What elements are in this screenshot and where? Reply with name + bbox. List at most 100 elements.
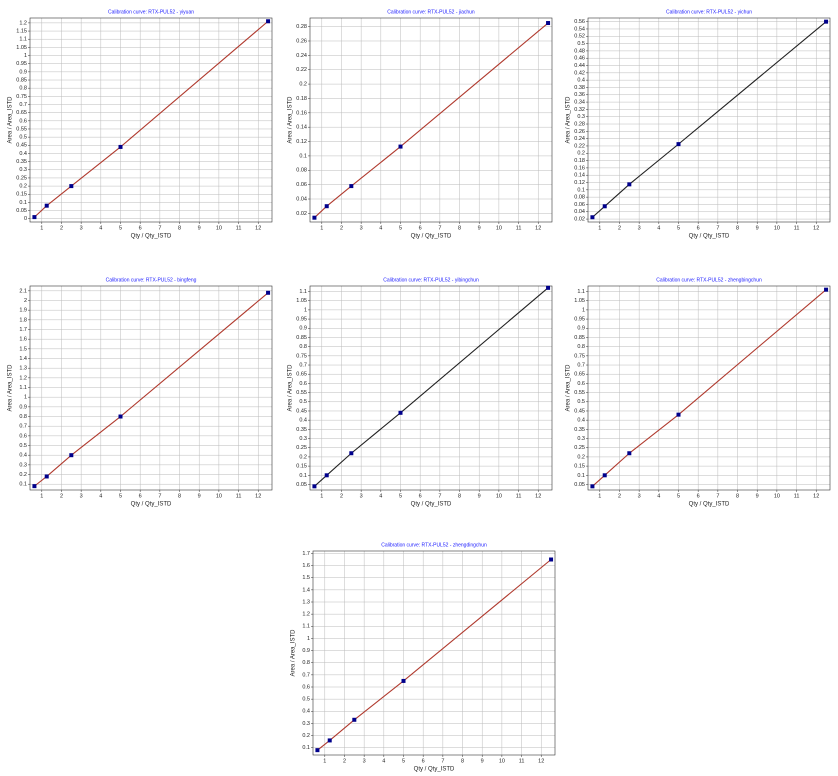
y-tick-label: 0.14 [296, 125, 307, 131]
y-tick-label: 0.08 [296, 168, 307, 174]
y-tick-label: 0.7 [19, 102, 27, 108]
y-tick-label: 0.35 [574, 427, 585, 433]
y-tick-label: 1.3 [19, 366, 27, 372]
y-tick-label: 0.2 [299, 454, 307, 460]
y-tick-label: 0.28 [574, 121, 585, 127]
y-tick-label: 1.2 [19, 20, 27, 26]
x-tick-label: 2 [60, 225, 63, 231]
y-tick-label: 0.1 [19, 482, 27, 488]
y-tick-label: 0.02 [574, 217, 585, 223]
x-tick-label: 10 [499, 758, 505, 764]
x-tick-label: 7 [158, 225, 161, 231]
x-axis-label: Qty / Qty_ISTD [689, 234, 730, 240]
x-tick-label: 11 [794, 493, 800, 499]
plot-border [309, 285, 553, 491]
chart: Calibration curve: RTX-PUL52 - jiachun 0.… [288, 9, 553, 240]
x-tick-label: 5 [677, 493, 680, 499]
x-tick-label: 3 [360, 225, 363, 231]
y-tick-label: 0.75 [16, 94, 27, 100]
point [398, 410, 403, 415]
point [315, 748, 320, 753]
y-tick-label: 0.16 [296, 110, 307, 116]
y-tick-label: 0.04 [296, 196, 307, 202]
y-tick-label: 0.95 [16, 61, 27, 67]
x-tick-label: 9 [478, 493, 481, 499]
point [32, 484, 37, 489]
x-tick-label: 6 [422, 758, 425, 764]
y-tick-label: 2.1 [19, 288, 27, 294]
y-tick-label: 1.9 [19, 308, 27, 314]
x-tick-label: 7 [438, 225, 441, 231]
point [324, 204, 329, 209]
x-tick-label: 5 [119, 493, 122, 499]
y-tick-label: 0.15 [574, 464, 585, 470]
y-tick-label: 0.45 [16, 143, 27, 149]
y-tick-label: 0.5 [299, 399, 307, 405]
y-tick-label: 1.6 [302, 563, 310, 569]
x-tick-label: 7 [716, 225, 719, 231]
chart: Calibration curve: RTX-PUL52 - bingfeng 0… [8, 277, 273, 508]
y-tick-label: 0.9 [577, 326, 585, 332]
x-tick-label: 9 [756, 225, 759, 231]
chart: Calibration curve: RTX-PUL52 - zhengding… [291, 542, 556, 773]
x-tick-label: 10 [496, 493, 502, 499]
chart-title: Calibration curve: RTX-PUL52 - yiyuan [108, 9, 194, 15]
y-tick-label: 1.8 [19, 317, 27, 323]
x-tick-label: 10 [496, 225, 502, 231]
x-tick-label: 2 [618, 225, 621, 231]
y-tick-label: 1 [24, 53, 27, 59]
y-tick-label: 0.26 [574, 129, 585, 135]
y-tick-label: 0.5 [19, 443, 27, 449]
y-tick-label: 0.25 [16, 175, 27, 181]
x-tick-label: 4 [99, 493, 102, 499]
y-tick-label: 1.4 [19, 356, 27, 362]
y-tick-label: 0.3 [577, 436, 585, 442]
y-tick-label: 0.3 [302, 721, 310, 727]
y-tick-label: 0.28 [296, 24, 307, 30]
x-tick-label: 4 [379, 493, 382, 499]
point [312, 484, 317, 489]
y-tick-label: 0.85 [16, 77, 27, 83]
y-tick-label: 0.2 [302, 733, 310, 739]
y-tick-label: 0.18 [574, 158, 585, 164]
y-tick-label: 1 [304, 307, 307, 313]
point [401, 678, 406, 683]
x-tick-label: 9 [478, 225, 481, 231]
y-tick-label: 0.5 [577, 399, 585, 405]
point [324, 473, 329, 478]
x-tick-label: 9 [198, 493, 201, 499]
y-tick-label: 0.25 [296, 445, 307, 451]
point [590, 484, 595, 489]
y-tick-label: 0.05 [296, 482, 307, 488]
y-tick-label: 0.02 [296, 211, 307, 217]
y-tick-label: 0.2 [299, 82, 307, 88]
y-tick-label: 0.15 [16, 192, 27, 198]
x-tick-label: 6 [139, 225, 142, 231]
x-tick-label: 5 [399, 225, 402, 231]
plot-border [309, 17, 553, 223]
y-tick-label: 0.1 [577, 187, 585, 193]
y-tick-label: 0.7 [19, 424, 27, 430]
y-tick-label: 0.9 [19, 69, 27, 75]
chart-title: Calibration curve: RTX-PUL52 - yichun [666, 9, 752, 15]
x-tick-label: 5 [399, 493, 402, 499]
y-tick-label: 0.6 [302, 684, 310, 690]
y-tick-label: 1.15 [16, 29, 27, 35]
x-tick-label: 10 [774, 493, 780, 499]
y-tick-label: 0.48 [574, 48, 585, 54]
x-tick-label: 12 [535, 225, 541, 231]
y-tick-label: 0.3 [299, 436, 307, 442]
y-tick-label: 0.04 [574, 209, 585, 215]
x-tick-label: 3 [80, 493, 83, 499]
x-tick-label: 3 [638, 225, 641, 231]
plot-border [312, 550, 556, 756]
plot-border [29, 285, 273, 491]
y-tick-label: 0.06 [574, 202, 585, 208]
y-axis-label: Area / Area_ISTD [291, 629, 297, 677]
y-tick-label: 0.25 [574, 445, 585, 451]
y-tick-label: 0.36 [574, 92, 585, 98]
x-tick-label: 9 [198, 225, 201, 231]
y-tick-label: 0.32 [574, 107, 585, 113]
x-tick-label: 1 [323, 758, 326, 764]
y-tick-label: 0.5 [302, 697, 310, 703]
